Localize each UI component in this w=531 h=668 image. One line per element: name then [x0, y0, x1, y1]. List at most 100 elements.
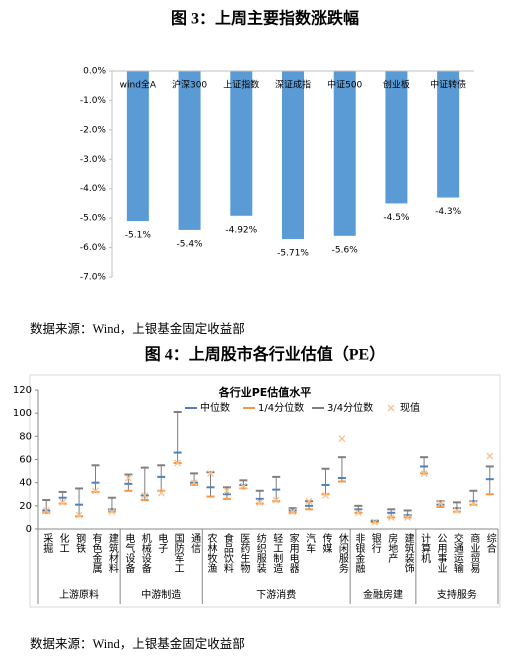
- y-tick-label: 120: [13, 385, 32, 396]
- x-tick-label: 机械设备: [139, 532, 151, 574]
- x-tick-label: 有色金属: [90, 532, 102, 574]
- x-tick-label: 农林牧渔: [205, 532, 217, 574]
- x-tick-label: 电气设备: [123, 532, 135, 574]
- legend-label: 中位数: [200, 401, 230, 414]
- bar: [178, 71, 201, 230]
- x-tick-label: 非银金融: [353, 533, 365, 574]
- group-label: 下游消费: [256, 588, 296, 601]
- current-marker: [108, 508, 116, 516]
- figure-title: 图 4：上周股市各行业估值（PE）: [145, 345, 385, 364]
- y-tick-label: 100: [13, 408, 32, 419]
- y-tick-label: -5.0%: [80, 214, 107, 224]
- group-label: 上游原料: [59, 588, 99, 601]
- figure-title: 图 3：上周主要指数涨跌幅: [171, 9, 359, 28]
- x-tick-label: 化工: [57, 532, 69, 553]
- y-tick-label: -7.0%: [80, 273, 107, 283]
- group-label: 支持服务: [437, 588, 477, 601]
- current-marker: [157, 489, 165, 497]
- x-tick-label: wind全A: [120, 79, 157, 91]
- current-marker: [256, 498, 264, 506]
- current-marker: [322, 491, 329, 499]
- y-tick-label: -2.0%: [80, 125, 107, 135]
- current-marker: [453, 507, 461, 514]
- source-note: 数据来源：Wind，上银基金固定收益部: [30, 636, 245, 651]
- x-tick-label: 汽车: [304, 532, 316, 554]
- y-tick-label: 0: [26, 524, 32, 535]
- x-tick-label: 房地产: [386, 532, 398, 564]
- x-tick-label: 中证转债: [430, 79, 466, 91]
- y-tick-label: 40: [19, 478, 32, 489]
- data-label: -5.1%: [125, 231, 152, 241]
- x-tick-label: 计算机: [419, 532, 431, 564]
- current-marker: [223, 487, 231, 495]
- data-label: -4.5%: [383, 213, 410, 223]
- x-tick-label: 轻工制造: [271, 532, 283, 573]
- current-marker: [486, 452, 494, 460]
- legend-label: 现值: [400, 401, 420, 414]
- current-marker: [42, 507, 50, 514]
- current-marker: [174, 459, 182, 467]
- x-tick-label: 深证成指: [275, 79, 311, 91]
- current-marker: [272, 496, 280, 504]
- group-label: 中游制造: [141, 588, 181, 601]
- source-note: 数据来源：Wind，上银基金固定收益部: [30, 321, 245, 336]
- y-tick-label: 20: [19, 501, 32, 512]
- current-marker: [92, 487, 99, 495]
- y-tick-label: -3.0%: [80, 155, 107, 165]
- current-marker: [239, 482, 247, 490]
- x-tick-label: 中证500: [327, 79, 362, 91]
- bar: [126, 71, 149, 222]
- current-marker: [207, 469, 214, 477]
- y-tick-label: 0.0%: [83, 67, 106, 77]
- data-label: -4.3%: [435, 207, 462, 217]
- y-tick-label: -4.0%: [80, 184, 107, 194]
- x-tick-label: 银行: [369, 532, 381, 554]
- x-tick-label: 建筑装饰: [402, 532, 414, 574]
- chart-title: 各行业PE估值水平: [218, 385, 312, 399]
- x-tick-label: 创业板: [383, 79, 410, 91]
- x-tick-label: 电子: [156, 532, 168, 553]
- x-tick-label: 医药生物: [238, 533, 250, 574]
- x-tick-label: 通信: [189, 533, 201, 554]
- current-marker: [75, 511, 83, 519]
- data-label: -5.6%: [332, 245, 359, 255]
- chart-frame: [29, 374, 501, 608]
- current-marker: [469, 500, 477, 507]
- legend-marker: [387, 404, 395, 412]
- group-label: 金融房建: [363, 588, 403, 601]
- y-tick-label: -1.0%: [80, 96, 107, 106]
- current-marker: [387, 513, 395, 521]
- current-marker: [404, 513, 412, 521]
- current-marker: [371, 518, 379, 526]
- y-tick-label: -6.0%: [80, 243, 107, 253]
- x-tick-label: 家用电器: [287, 532, 299, 574]
- legend-label: 1/4分位数: [258, 401, 304, 414]
- current-marker: [338, 435, 346, 443]
- current-marker: [420, 469, 428, 477]
- x-tick-label: 休闲服务: [336, 533, 348, 574]
- x-tick-label: 传媒: [320, 533, 332, 554]
- current-marker: [190, 479, 198, 487]
- x-tick-label: 商业贸易: [468, 532, 480, 574]
- bar: [282, 71, 304, 240]
- x-tick-label: 上证指数: [223, 79, 259, 91]
- current-marker: [354, 509, 362, 517]
- x-tick-label: 综合: [484, 532, 496, 554]
- legend-label: 3/4分位数: [327, 401, 373, 414]
- current-marker: [59, 498, 67, 506]
- x-tick-label: 交通运输: [451, 532, 463, 574]
- x-tick-label: 钢铁: [74, 532, 86, 554]
- x-tick-label: 纺织服装: [254, 532, 266, 574]
- current-marker: [124, 474, 132, 482]
- x-tick-label: 食品饮料: [221, 532, 233, 574]
- current-marker: [289, 508, 297, 516]
- data-label: -5.71%: [277, 249, 309, 259]
- y-tick-label: 80: [19, 431, 32, 442]
- bar: [333, 71, 356, 236]
- x-tick-label: 采掘: [41, 533, 53, 554]
- bar: [385, 71, 408, 204]
- data-label: -5.4%: [177, 239, 204, 249]
- y-tick-label: 60: [19, 455, 32, 466]
